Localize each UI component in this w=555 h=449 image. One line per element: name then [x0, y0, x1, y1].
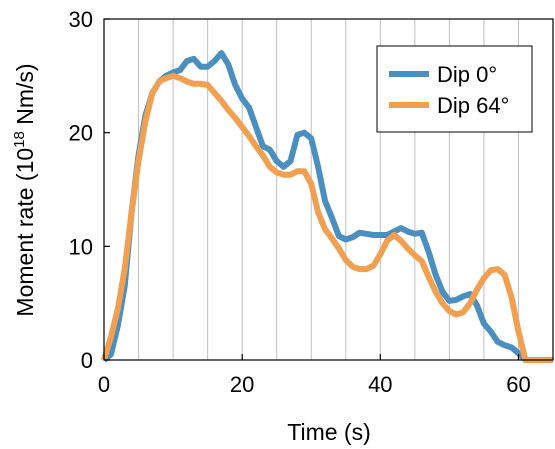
series-lines [101, 50, 553, 363]
y-tick-label-0: 0 [81, 348, 93, 373]
y-axis-label: Moment rate (1018 Nm/s) [11, 63, 38, 316]
series-line-dip-0 [102, 50, 553, 363]
legend-label-dip-64: Dip 64° [437, 93, 509, 118]
legend: Dip 0° Dip 64° [376, 45, 533, 133]
plot-frame [103, 18, 554, 361]
x-tick-label-20: 20 [230, 372, 254, 397]
x-tick-label-60: 60 [506, 372, 530, 397]
axis-ticks: 0 20 40 60 0 10 20 30 [69, 7, 531, 397]
y-tick-label-10: 10 [69, 234, 93, 259]
y-axis-label-main: Moment rate (10 [12, 148, 38, 317]
x-tick-label-0: 0 [98, 372, 110, 397]
y-tick-label-20: 20 [69, 121, 93, 146]
series-line-dip-64 [101, 72, 553, 363]
y-tick-label-30: 30 [69, 7, 93, 32]
x-axis-label: Time (s) [287, 419, 370, 445]
y-axis-label-exponent: 18 [11, 131, 28, 148]
legend-label-dip-0: Dip 0° [437, 62, 497, 87]
legend-box [376, 45, 533, 133]
y-axis-label-unit: Nm/s) [12, 63, 38, 131]
x-tick-label-40: 40 [368, 372, 392, 397]
